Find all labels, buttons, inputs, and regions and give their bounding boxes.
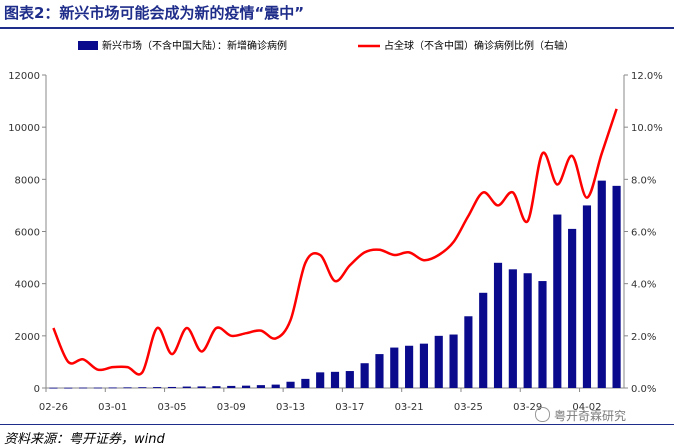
left-tick-label: 8000 xyxy=(15,175,40,186)
bar xyxy=(93,387,102,389)
x-tick-label: 03-01 xyxy=(98,402,127,413)
bar xyxy=(49,387,58,389)
bar xyxy=(167,386,177,388)
bar-series xyxy=(49,180,621,389)
x-tick-label: 03-29 xyxy=(513,402,542,413)
bar xyxy=(301,378,310,388)
bar xyxy=(242,385,251,388)
bar xyxy=(597,180,606,388)
right-tick-label: 8.0% xyxy=(631,175,656,186)
bar xyxy=(390,347,399,388)
title-divider xyxy=(0,27,674,29)
bar xyxy=(123,387,132,389)
right-tick-label: 2.0% xyxy=(631,332,656,343)
left-tick-label: 2000 xyxy=(15,332,40,343)
x-tick-label: 03-25 xyxy=(454,402,483,413)
x-tick-label: 03-05 xyxy=(157,402,186,413)
bar xyxy=(568,228,577,388)
bar xyxy=(316,372,325,388)
bar xyxy=(479,292,488,388)
bar xyxy=(182,386,191,388)
right-axis: 0.0% 2.0% 4.0% 6.0% 8.0% 10.0% 12.0% xyxy=(623,71,663,395)
bar xyxy=(64,387,73,389)
x-tick-label: 02-26 xyxy=(39,402,68,413)
bar xyxy=(227,385,236,388)
watermark: 粤开奇霖研究 xyxy=(535,407,626,424)
right-tick-label: 12.0% xyxy=(631,71,663,82)
bar xyxy=(212,386,221,388)
bar xyxy=(493,262,503,388)
legend-bar-label: 新兴市场（不含中国大陆）：新增确诊病例 xyxy=(102,39,287,52)
watermark-text: 粤开奇霖研究 xyxy=(554,409,627,423)
bar xyxy=(360,363,369,388)
source-divider xyxy=(0,424,674,425)
bar xyxy=(153,387,162,388)
bar xyxy=(612,185,621,388)
bar xyxy=(508,269,517,388)
right-tick-label: 10.0% xyxy=(631,123,663,134)
left-tick-label: 0 xyxy=(34,384,40,395)
ratio-line xyxy=(52,108,618,376)
bar xyxy=(78,387,88,389)
bar xyxy=(286,381,295,388)
left-tick-label: 12000 xyxy=(8,71,40,82)
legend-bar-swatch xyxy=(78,41,98,50)
bar xyxy=(464,316,473,388)
left-tick-label: 6000 xyxy=(15,228,40,239)
bar xyxy=(197,386,206,388)
bar xyxy=(419,343,428,388)
bar xyxy=(345,371,354,388)
bar xyxy=(138,387,147,389)
left-axis: 0 2000 4000 6000 8000 10000 12000 xyxy=(8,71,47,395)
x-tick-label: 03-09 xyxy=(217,402,246,413)
right-tick-label: 0.0% xyxy=(631,384,656,395)
right-tick-label: 4.0% xyxy=(631,280,656,291)
bar xyxy=(271,384,280,388)
bar xyxy=(553,214,562,388)
x-tick-label: 03-17 xyxy=(335,402,364,413)
bar xyxy=(330,371,340,388)
chart: 新兴市场（不含中国大陆）：新增确诊病例 占全球（不含中国）确诊病例比例（右轴） … xyxy=(8,39,663,413)
bar xyxy=(108,387,117,389)
legend: 新兴市场（不含中国大陆）：新增确诊病例 占全球（不含中国）确诊病例比例（右轴） xyxy=(78,39,574,52)
x-tick-label: 03-21 xyxy=(395,402,424,413)
bar xyxy=(582,205,592,388)
bar xyxy=(375,354,384,388)
right-tick-label: 6.0% xyxy=(631,228,656,239)
bar xyxy=(523,273,532,388)
bar xyxy=(449,334,458,388)
bar xyxy=(405,345,414,388)
bar xyxy=(256,385,265,388)
legend-line-label: 占全球（不含中国）确诊病例比例（右轴） xyxy=(384,39,574,52)
bar xyxy=(538,281,547,388)
left-tick-label: 10000 xyxy=(8,123,40,134)
left-tick-label: 4000 xyxy=(15,280,40,291)
bar xyxy=(434,335,443,388)
chart-title: 图表2：新兴市场可能会成为新的疫情“震中” xyxy=(4,4,305,22)
x-tick-label: 03-13 xyxy=(276,402,305,413)
source-note: 资料来源：粤开证券，wind xyxy=(4,432,165,447)
wechat-icon xyxy=(535,407,550,422)
x-tick-label: 04-02 xyxy=(572,402,601,413)
